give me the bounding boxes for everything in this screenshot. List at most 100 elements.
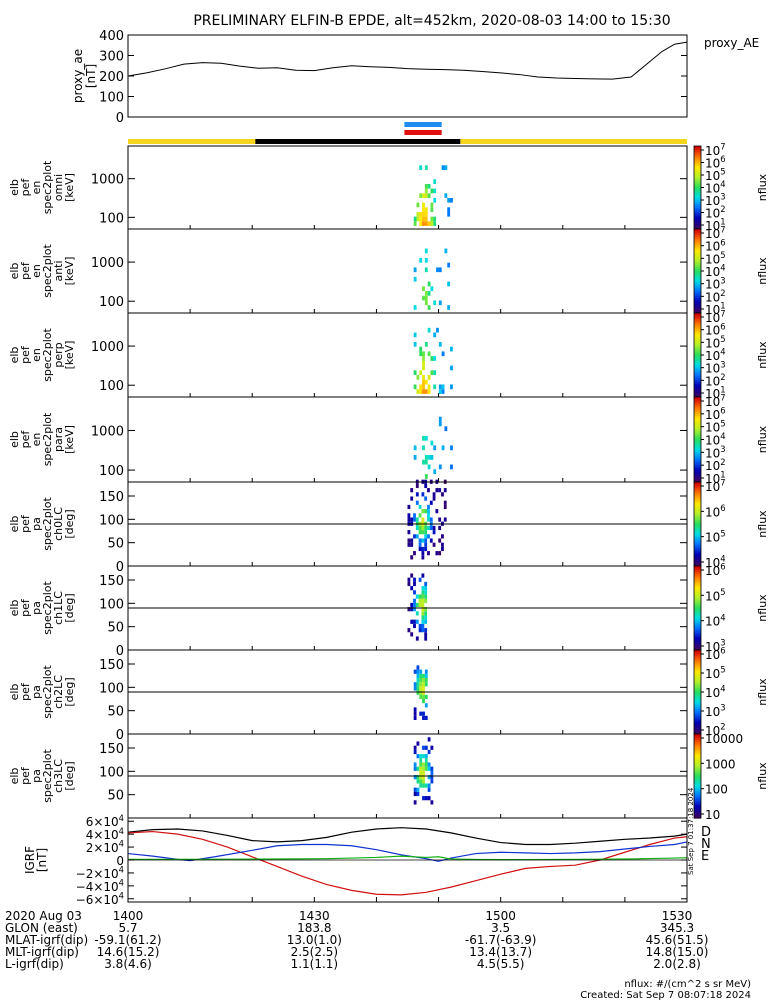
heatmap-cell (429, 525, 433, 531)
heatmap-cell (433, 221, 437, 226)
heatmap-cell (421, 555, 425, 560)
heatmap-cell (415, 602, 419, 608)
heatmap-cell (422, 690, 425, 695)
heatmap-cell (430, 356, 434, 361)
heatmap-cell (416, 202, 420, 208)
heatmap-cell (438, 488, 442, 493)
colorbar-step (694, 593, 701, 596)
colorbar-step (694, 450, 701, 453)
colorbar-step (694, 517, 701, 521)
colorbar-step (694, 317, 701, 320)
xaxis-row-value: 45.6(51.5) (646, 933, 709, 947)
colorbar-step (694, 394, 701, 398)
heatmap-cell (418, 623, 422, 629)
heatmap-cells (413, 165, 453, 226)
heatmap-cell (438, 517, 442, 522)
heatmap-cell (413, 800, 417, 805)
colorbar-step (694, 226, 701, 230)
heatmap-cell (413, 669, 417, 674)
colorbar-step (694, 534, 701, 538)
heatmap-cell (438, 389, 442, 394)
heatmap-cell (413, 787, 417, 792)
panel-ylabel: elbpefpaspec2plotch3LC[deg] (8, 749, 76, 803)
heatmap-cell (450, 197, 453, 203)
heatmap-cell (413, 221, 417, 226)
colorbar-step (694, 399, 701, 402)
heatmap-cell (421, 590, 425, 595)
heatmap-cell (410, 555, 414, 560)
heatmap-cell (419, 346, 423, 352)
colorbar-step (694, 462, 701, 466)
colorbar-step (694, 587, 701, 590)
heatmap-cell (416, 669, 420, 674)
plot-title: PRELIMINARY ELFIN-B EPDE, alt=452km, 202… (193, 13, 670, 29)
colorbar-step (694, 570, 701, 573)
heatmap-cell (441, 351, 445, 357)
heatmap-cell (418, 594, 422, 599)
colorbar-step (694, 752, 701, 756)
colorbar-step (694, 179, 701, 182)
heatmap-cell (432, 542, 436, 547)
xaxis-row-value: 1.1(1.1) (291, 957, 339, 971)
ytick-label: 1000 (91, 424, 124, 439)
colorbar-step (694, 740, 701, 743)
colorbar-step (694, 578, 701, 582)
heatmap-cell (419, 682, 423, 687)
heatmap-cell (433, 179, 437, 184)
colorbar-step (694, 467, 701, 470)
colorbar-step (694, 790, 701, 794)
heatmap-cell (422, 351, 425, 357)
heatmap-cell (430, 207, 434, 212)
heatmap-cell (430, 800, 434, 805)
heatmap-cell (424, 619, 428, 624)
heatmap-cell (418, 546, 422, 552)
heatmap-cell (424, 766, 428, 771)
heatmap-cell (429, 500, 433, 505)
colorbar-step (694, 809, 701, 813)
heatmap-cell (416, 766, 420, 771)
colorbar-tick-label: 105 (705, 334, 726, 350)
heatmap-cell (424, 257, 428, 263)
colorbar-step (694, 397, 701, 400)
heatmap-cell (422, 715, 425, 720)
ytick-label: 50 (107, 537, 124, 552)
colorbar-frame (693, 733, 702, 819)
heatmap-cell (427, 525, 430, 531)
heatmap-cell (424, 483, 428, 489)
ytick-label: 150 (99, 742, 124, 757)
colorbar-step (694, 266, 701, 270)
heatmap-cell (407, 628, 411, 633)
heatmap-cell (413, 619, 416, 624)
colorbar-tick-label: 105 (705, 167, 726, 183)
colorbar-step (694, 403, 701, 407)
colorbar-step (694, 656, 701, 659)
heatmap-cells (413, 737, 434, 805)
panel-frame (127, 228, 688, 314)
colorbar-step (694, 146, 701, 149)
heatmap-cell (427, 375, 431, 380)
colorbar-step (694, 193, 701, 197)
heatmap-cell (427, 766, 431, 771)
heatmap-cell (424, 758, 428, 763)
xaxis-row-value: -61.7(-63.9) (465, 933, 536, 947)
colorbar-step (694, 540, 701, 544)
colorbar-tick-label: 107 (705, 393, 726, 409)
heatmap-cell (416, 779, 420, 784)
heatmap-cell (433, 356, 437, 361)
colorbar-step (694, 671, 701, 674)
colorbar-step (694, 214, 701, 218)
colorbar-step (694, 599, 701, 603)
colorbar-step (694, 801, 701, 804)
colorbar-step (694, 460, 701, 464)
xaxis-row-value: 1400 (113, 909, 144, 923)
heatmap-cell (427, 775, 431, 780)
heatmap-cell (427, 389, 431, 394)
colorbar-step (694, 245, 701, 249)
heatmap-cell (418, 577, 422, 582)
colorbar-tick-label: 103 (705, 275, 726, 291)
panel-elb_pef_en_spec2plot_perp: 1000100elbpefenspec2plotperp[keV]1071061… (8, 309, 769, 401)
heatmap-cell (435, 509, 439, 514)
heatmap-cell (424, 267, 428, 273)
colorbar-step (694, 268, 701, 272)
